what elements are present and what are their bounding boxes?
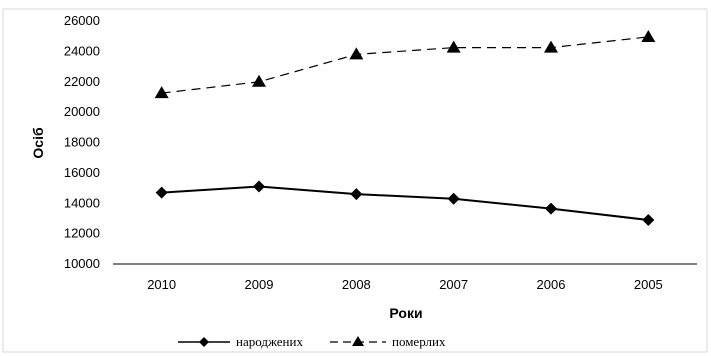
data-point-triangle (446, 40, 461, 53)
data-point-triangle (252, 74, 266, 87)
x-tick-label: 2005 (634, 277, 663, 292)
x-axis-title: Роки (389, 305, 422, 321)
x-tick-label: 2008 (342, 277, 371, 292)
data-point-diamond (350, 188, 363, 201)
series-line-0 (161, 185, 649, 221)
legend-diamond-marker (199, 337, 209, 347)
y-tick-label: 26000 (64, 13, 100, 28)
y-tick-label: 20000 (64, 104, 100, 119)
y-tick-label: 12000 (64, 226, 100, 241)
y-axis-ticks: 10000 12000 14000 16000 18000 20000 22000 24000… (64, 13, 100, 271)
legend-label-births: народжених (236, 334, 303, 349)
chart-frame (2, 8, 708, 353)
data-point-triangle (349, 47, 364, 60)
series-layer (154, 29, 656, 226)
y-tick-label: 14000 (64, 195, 100, 210)
series-line-1 (161, 36, 649, 94)
y-axis-title: Осіб (30, 127, 46, 159)
data-point-triangle (544, 40, 558, 53)
y-tick-label: 18000 (64, 135, 100, 150)
legend: народжених померлих (178, 334, 446, 349)
data-point-diamond (642, 213, 655, 226)
y-tick-label: 16000 (64, 165, 100, 180)
data-point-diamond (253, 180, 265, 193)
data-point-triangle (154, 86, 169, 99)
x-tick-label: 2010 (147, 277, 176, 292)
x-tick-label: 2006 (537, 277, 566, 292)
x-tick-label: 2009 (245, 277, 274, 292)
data-point-diamond (447, 192, 460, 205)
data-point-diamond (545, 202, 557, 215)
legend-label-deaths: померлих (392, 334, 446, 349)
x-tick-label: 2007 (439, 277, 468, 292)
y-tick-label: 24000 (64, 43, 100, 58)
data-point-triangle (641, 29, 656, 42)
data-point-diamond (155, 186, 168, 199)
y-tick-label: 22000 (64, 74, 100, 89)
x-axis-ticks: 2010 2009 2008 2007 2006 2005 (147, 277, 663, 292)
y-tick-label: 10000 (64, 256, 100, 271)
legend-triangle-marker (352, 336, 364, 346)
